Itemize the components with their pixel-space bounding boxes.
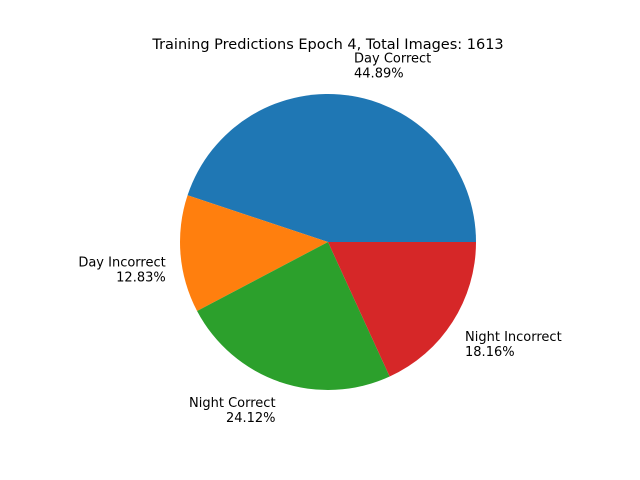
slice-percent-day-correct: 44.89%: [354, 66, 404, 81]
pie-slice-night-incorrect: [328, 242, 476, 377]
slice-percent-night-incorrect: 18.16%: [465, 345, 515, 360]
slice-label-day-incorrect: Day Incorrect: [78, 255, 165, 270]
slice-label-day-correct: Day Correct: [354, 51, 431, 66]
pie-slice-day-incorrect: [180, 195, 328, 312]
slice-label-night-incorrect: Night Incorrect: [465, 330, 562, 345]
pie-slices: [180, 93, 476, 390]
pie-slice-day-correct: [187, 93, 476, 242]
slice-label-night-correct: Night Correct: [189, 396, 276, 411]
slice-percent-day-incorrect: 12.83%: [116, 270, 166, 285]
chart-title: Training Predictions Epoch 4, Total Imag…: [151, 37, 503, 53]
slice-percent-night-correct: 24.12%: [226, 411, 276, 426]
pie-slice-night-correct: [197, 242, 390, 390]
